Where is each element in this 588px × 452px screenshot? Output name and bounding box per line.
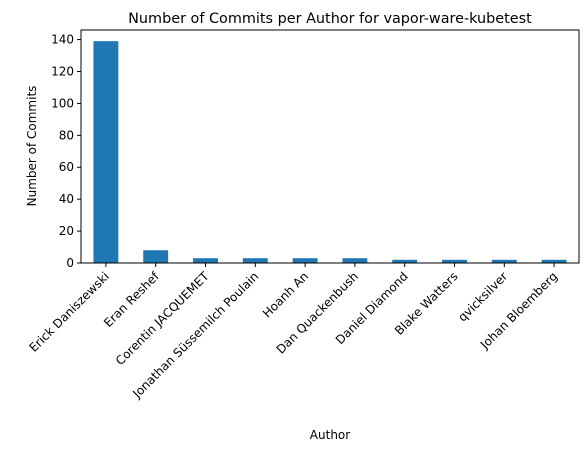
y-tick-label: 140 bbox=[51, 33, 74, 47]
x-tick-label: Corentin JACQUEMET bbox=[113, 269, 212, 368]
plot-area bbox=[93, 41, 567, 263]
bar bbox=[193, 258, 218, 263]
chart-title: Number of Commits per Author for vapor-w… bbox=[128, 11, 532, 27]
y-tick-label: 20 bbox=[59, 224, 74, 238]
x-tick-label: Erick Daniszewski bbox=[26, 269, 112, 355]
bar bbox=[392, 259, 418, 263]
y-tick-label: 0 bbox=[66, 256, 74, 270]
bar bbox=[93, 41, 119, 263]
bar bbox=[292, 258, 318, 263]
bar bbox=[342, 258, 368, 263]
y-tick-label: 60 bbox=[59, 160, 74, 174]
x-tick-label: Hoanh An bbox=[260, 269, 311, 320]
x-tick-label: Dan Quackenbush bbox=[274, 269, 361, 356]
bar bbox=[143, 250, 169, 263]
y-tick-label: 120 bbox=[51, 64, 74, 78]
y-tick-label: 80 bbox=[59, 128, 74, 142]
y-tick-label: 100 bbox=[51, 96, 74, 110]
bar bbox=[541, 259, 567, 263]
y-axis-label: Number of Commits bbox=[25, 86, 39, 207]
x-axis-label: Author bbox=[310, 428, 350, 442]
bar bbox=[491, 259, 517, 263]
bar bbox=[242, 258, 268, 263]
bar bbox=[442, 259, 467, 263]
axes-frame bbox=[80, 29, 580, 264]
y-axis: 0 20 40 60 80 100 120 140 bbox=[51, 33, 81, 270]
y-tick-label: 40 bbox=[59, 192, 74, 206]
